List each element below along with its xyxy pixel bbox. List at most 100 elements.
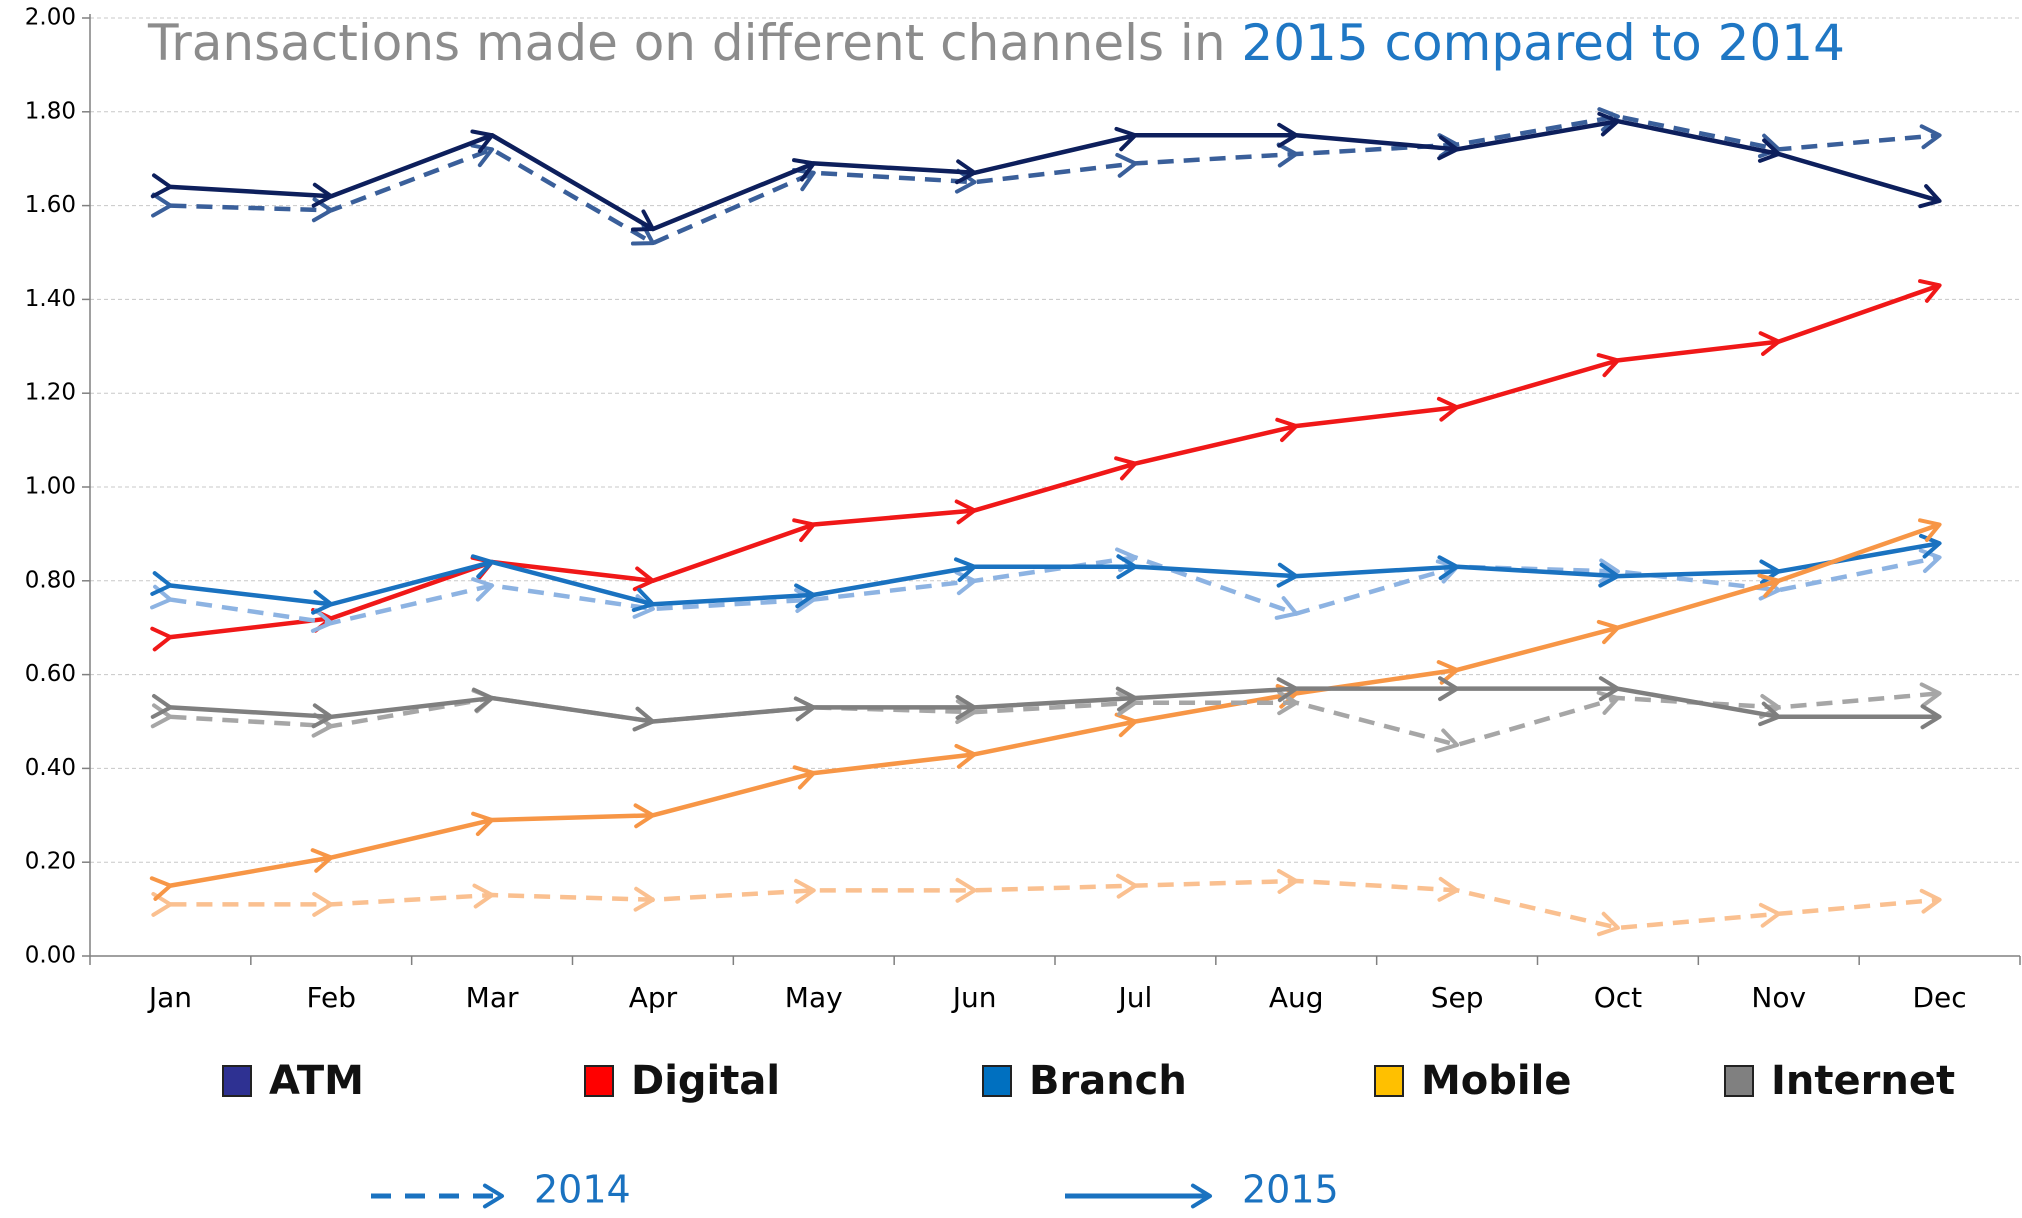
x-tick-label: May <box>785 981 843 1014</box>
arrow-marker <box>472 883 495 909</box>
arrow-marker <box>311 182 334 208</box>
arrow-marker <box>794 588 816 613</box>
arrow-marker <box>471 811 495 837</box>
arrow-marker <box>632 706 655 732</box>
arrow-marker <box>954 499 977 525</box>
y-tick-label: 1.60 <box>25 192 76 218</box>
line-series <box>170 118 1941 232</box>
arrow-marker <box>630 223 655 246</box>
line-series <box>170 283 1941 640</box>
arrow-marker <box>150 703 173 729</box>
arrow-marker <box>470 554 495 579</box>
y-tick-label: 0.20 <box>25 849 76 875</box>
legend-swatch <box>1724 1065 1754 1097</box>
arrow-marker <box>312 891 334 917</box>
arrow-marker <box>482 1183 504 1209</box>
arrow-marker <box>150 173 173 199</box>
y-tick-label: 1.00 <box>25 474 76 500</box>
legend-label: Digital <box>631 1058 780 1104</box>
arrow-marker <box>470 143 495 168</box>
x-tick-label: Dec <box>1912 981 1966 1014</box>
arrow-marker <box>1114 126 1138 152</box>
arrow-marker <box>1596 353 1620 378</box>
arrow-marker <box>311 712 334 738</box>
line-series <box>170 686 1940 724</box>
arrow-marker <box>1757 133 1781 159</box>
y-tick-label: 0.40 <box>25 755 76 781</box>
arrow-marker <box>471 577 495 602</box>
arrow-marker <box>792 765 816 790</box>
arrow-marker <box>955 877 977 903</box>
arrow-marker <box>1116 873 1138 899</box>
arrow-marker <box>1596 619 1620 645</box>
arrow-marker <box>1757 573 1781 598</box>
arrow-marker <box>1436 396 1460 422</box>
arrow-marker <box>954 743 977 769</box>
arrow-marker <box>310 608 334 633</box>
arrow-marker <box>150 571 173 596</box>
legend-label: Internet <box>1771 1058 1955 1104</box>
y-tick-label: 2.00 <box>25 5 76 31</box>
arrow-marker <box>1115 686 1138 712</box>
arrow-marker <box>471 687 495 713</box>
y-tick-label: 0.60 <box>25 661 76 687</box>
legend-year: 2014 <box>534 1168 631 1212</box>
y-tick-label: 0.00 <box>25 943 76 969</box>
y-tick-label: 0.80 <box>25 567 76 593</box>
arrow-marker <box>1276 677 1299 703</box>
arrow-marker <box>1758 902 1781 928</box>
x-tick-label: Jun <box>951 981 997 1014</box>
legend-label: Branch <box>1029 1058 1187 1104</box>
arrow-marker <box>794 583 816 609</box>
arrow-marker <box>1276 142 1299 168</box>
line-series <box>170 555 1941 626</box>
arrow-marker <box>1757 138 1781 163</box>
legend-label: Mobile <box>1421 1058 1571 1104</box>
arrow-marker <box>1114 712 1138 738</box>
legend-label: ATM <box>269 1058 364 1104</box>
arrow-marker <box>1597 107 1620 132</box>
arrow-marker <box>1596 911 1620 937</box>
arrow-marker <box>633 886 655 912</box>
arrow-marker <box>793 696 816 722</box>
y-tick-label: 1.20 <box>25 380 76 406</box>
arrow-marker <box>1275 417 1299 443</box>
arrow-marker <box>632 566 655 592</box>
title-highlight: 2015 compared to 2014 <box>1241 14 1845 72</box>
arrow-marker <box>792 158 816 182</box>
x-tick-label: Oct <box>1594 981 1642 1014</box>
x-tick-label: Apr <box>629 981 678 1014</box>
x-tick-label: Nov <box>1751 981 1806 1014</box>
arrow-marker <box>955 694 977 720</box>
arrow-marker <box>1437 876 1460 902</box>
arrow-marker <box>151 192 173 218</box>
arrow-marker <box>1758 701 1781 727</box>
x-tick-label: Jul <box>1117 981 1153 1014</box>
arrow-marker <box>1276 562 1299 588</box>
arrow-marker <box>1190 1183 1212 1209</box>
legend-swatch <box>222 1065 252 1097</box>
arrow-marker <box>150 626 173 652</box>
arrow-marker <box>311 703 334 729</box>
x-tick-label: Feb <box>306 981 356 1014</box>
title-main: Transactions made on different channels … <box>147 14 1241 72</box>
line-series <box>170 541 1940 607</box>
arrow-marker <box>470 129 495 154</box>
line-series <box>170 878 1940 931</box>
arrow-marker <box>953 557 977 582</box>
legend-swatch <box>982 1065 1012 1097</box>
line-series <box>170 522 1941 888</box>
legend-swatch <box>584 1065 614 1097</box>
x-tick-label: Mar <box>466 981 519 1014</box>
arrow-marker <box>1598 562 1620 588</box>
arrow-marker <box>794 878 816 904</box>
arrow-marker <box>633 803 655 829</box>
x-tick-label: Aug <box>1269 981 1324 1014</box>
arrow-marker <box>1115 152 1138 178</box>
chart-title: Transactions made on different channels … <box>147 14 1845 72</box>
arrow-marker <box>1435 728 1460 753</box>
x-tick-label: Sep <box>1431 981 1484 1014</box>
y-tick-label: 1.80 <box>25 98 76 124</box>
arrow-marker <box>1918 279 1942 303</box>
